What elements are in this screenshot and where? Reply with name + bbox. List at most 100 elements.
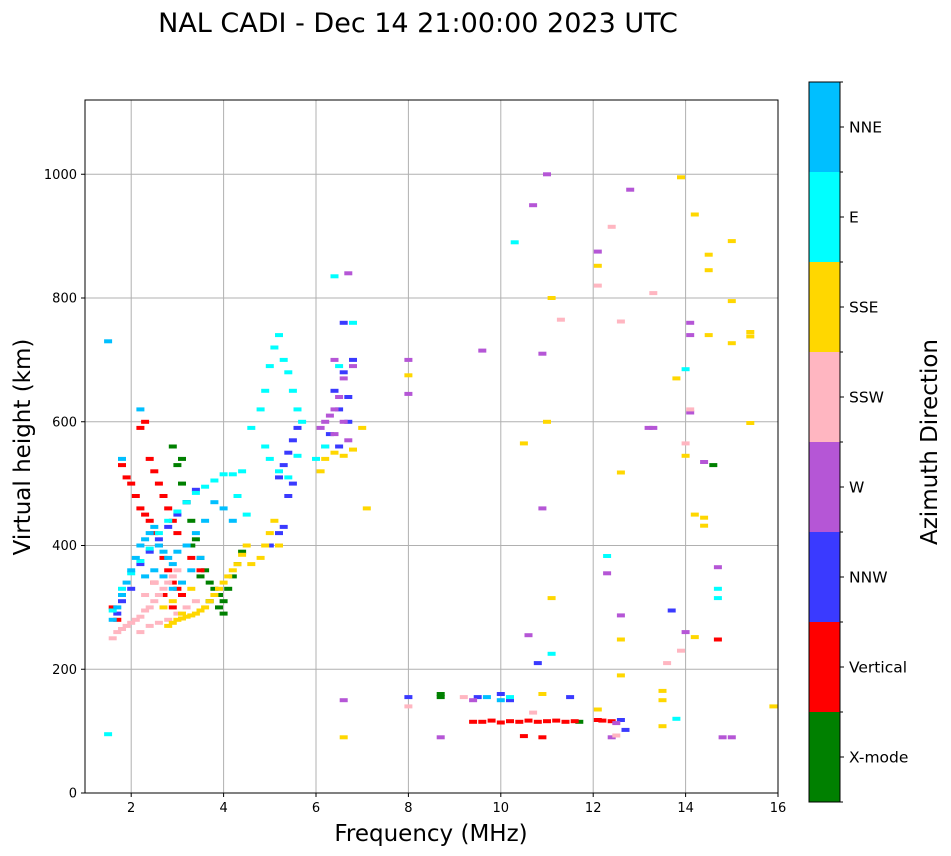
data-point bbox=[284, 475, 293, 480]
data-point bbox=[210, 500, 219, 505]
data-point bbox=[154, 537, 163, 542]
data-point bbox=[187, 613, 196, 618]
data-point bbox=[173, 586, 182, 591]
data-point bbox=[154, 481, 163, 486]
data-point bbox=[265, 531, 274, 536]
data-point bbox=[224, 586, 233, 591]
data-point bbox=[261, 388, 270, 393]
data-point bbox=[182, 605, 191, 610]
data-point bbox=[362, 506, 371, 511]
data-point bbox=[108, 608, 117, 613]
data-point bbox=[182, 543, 191, 548]
data-point bbox=[173, 617, 182, 622]
data-point bbox=[168, 580, 177, 585]
data-point bbox=[677, 648, 685, 653]
data-point bbox=[210, 593, 219, 597]
data-point bbox=[349, 320, 357, 325]
data-point bbox=[131, 555, 140, 560]
data-point bbox=[593, 707, 602, 712]
data-point bbox=[141, 512, 150, 517]
data-point bbox=[187, 543, 196, 548]
data-point bbox=[727, 299, 736, 304]
data-point bbox=[159, 574, 168, 579]
data-point bbox=[607, 735, 616, 740]
data-point bbox=[658, 698, 667, 703]
data-point bbox=[339, 376, 348, 381]
data-point bbox=[288, 438, 297, 443]
data-point bbox=[164, 506, 173, 511]
data-point bbox=[196, 568, 205, 573]
data-point bbox=[325, 432, 334, 437]
data-point bbox=[215, 593, 223, 597]
data-point bbox=[561, 719, 570, 724]
data-point bbox=[649, 291, 658, 296]
data-point bbox=[681, 453, 690, 458]
data-point bbox=[667, 608, 676, 613]
data-point bbox=[215, 586, 223, 591]
data-point bbox=[275, 333, 283, 338]
data-point bbox=[339, 698, 348, 703]
data-point bbox=[404, 357, 413, 362]
data-point bbox=[284, 370, 293, 375]
data-point bbox=[145, 546, 154, 551]
data-point bbox=[233, 494, 242, 498]
data-point bbox=[173, 509, 182, 514]
x-tick-label: 14 bbox=[677, 801, 694, 816]
chart-title: NAL CADI - Dec 14 21:00:00 2023 UTC bbox=[158, 8, 678, 39]
data-point bbox=[616, 637, 625, 642]
series-nnw bbox=[113, 320, 676, 732]
data-point bbox=[575, 719, 584, 724]
data-points bbox=[104, 172, 778, 740]
data-point bbox=[515, 719, 524, 724]
data-point bbox=[210, 586, 219, 591]
data-point bbox=[191, 537, 200, 542]
data-point bbox=[159, 586, 168, 591]
colorbar-label: Azimuth Direction bbox=[917, 339, 943, 545]
data-point bbox=[524, 718, 533, 723]
data-point bbox=[321, 456, 330, 461]
data-point bbox=[478, 719, 487, 724]
colorbar-tick-label: E bbox=[849, 209, 859, 227]
data-point bbox=[191, 611, 200, 616]
data-point bbox=[238, 549, 247, 554]
data-point bbox=[164, 568, 173, 573]
data-point bbox=[182, 614, 191, 619]
data-point bbox=[339, 453, 348, 458]
data-point bbox=[279, 357, 288, 362]
data-point bbox=[529, 203, 538, 208]
data-point bbox=[127, 481, 136, 486]
data-point bbox=[700, 523, 709, 528]
data-point bbox=[228, 574, 237, 579]
data-point bbox=[113, 617, 122, 622]
data-point bbox=[616, 673, 625, 678]
series-ssw bbox=[108, 224, 695, 738]
data-point bbox=[316, 469, 325, 474]
data-point bbox=[178, 481, 186, 486]
data-point bbox=[677, 175, 685, 180]
y-tick-label: 0 bbox=[69, 787, 77, 802]
x-tick-label: 4 bbox=[219, 801, 227, 816]
data-point bbox=[325, 413, 334, 418]
data-point bbox=[164, 524, 173, 529]
data-point bbox=[215, 605, 223, 610]
data-point bbox=[547, 296, 556, 300]
data-point bbox=[275, 531, 283, 536]
data-point bbox=[191, 487, 200, 492]
data-point bbox=[104, 732, 113, 737]
data-point bbox=[344, 271, 353, 276]
data-point bbox=[704, 333, 713, 338]
colorbar-swatch bbox=[809, 622, 840, 712]
data-point bbox=[543, 419, 551, 424]
data-point bbox=[339, 735, 348, 740]
data-point bbox=[168, 574, 177, 579]
data-point bbox=[727, 341, 736, 346]
data-point bbox=[616, 718, 625, 722]
data-point bbox=[312, 456, 320, 461]
data-point bbox=[321, 419, 330, 424]
data-point bbox=[496, 720, 505, 725]
data-point bbox=[681, 630, 690, 635]
data-point bbox=[510, 240, 519, 245]
data-point bbox=[136, 407, 145, 412]
data-point bbox=[690, 212, 699, 217]
